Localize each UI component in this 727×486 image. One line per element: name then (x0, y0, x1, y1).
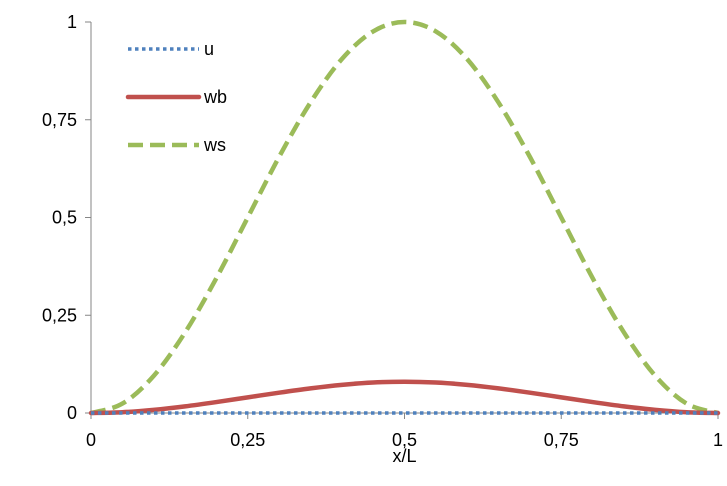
y-tick-label: 0,75 (42, 110, 77, 130)
series-line-ws (90, 19, 719, 416)
tick-labels: 0 0,25 0,5 0,75 1 0 0,25 0,5 0,75 1 (42, 12, 723, 450)
x-axis-title: x/L (392, 446, 416, 466)
legend-label-ws: ws (203, 135, 226, 155)
series-line-wb (88, 379, 721, 416)
x-tick-label: 1 (713, 430, 723, 450)
x-tick-label: 0,75 (544, 430, 579, 450)
axes (85, 21, 719, 419)
legend-label-wb: wb (203, 87, 227, 107)
x-tick-label: 0,25 (230, 430, 265, 450)
x-tick-label: 0 (86, 430, 96, 450)
legend: u wb ws (125, 39, 227, 155)
x-tick-label: 0,5 (392, 430, 417, 450)
y-tick-label: 1 (67, 12, 77, 32)
plot-area (88, 19, 721, 416)
y-tick-label: 0,5 (52, 208, 77, 228)
y-tick-label: 0,25 (42, 305, 77, 325)
legend-label-u: u (204, 39, 214, 59)
y-tick-label: 0 (67, 403, 77, 423)
